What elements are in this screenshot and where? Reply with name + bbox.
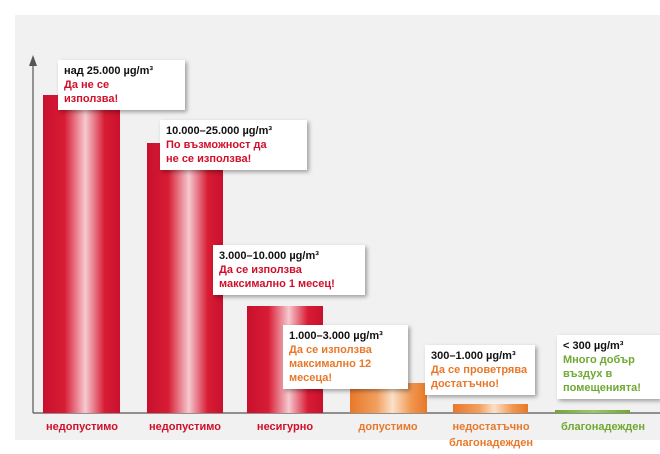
category: недостатъчно — [452, 421, 530, 433]
note: използва! — [64, 93, 119, 105]
bar — [43, 95, 120, 413]
bar — [453, 404, 528, 413]
note: достатъчно! — [431, 378, 499, 390]
range: над 25.000 µg/m³ — [64, 65, 154, 77]
range: 10.000–25.000 µg/m³ — [166, 125, 273, 137]
note: Много добър — [563, 354, 635, 366]
note: не се използва! — [166, 153, 252, 165]
category: несигурно — [256, 421, 314, 433]
category: допустимо — [358, 421, 418, 433]
category-label: недопустимо — [27, 419, 137, 435]
category-label: недостатъчно благонадежден — [436, 419, 546, 451]
note: Да се използва — [289, 344, 372, 356]
category-label: благонадежден — [548, 419, 658, 435]
category: благонадежден — [560, 421, 646, 433]
note: максимално 12 — [289, 358, 372, 370]
label-box: < 300 µg/m³ Много добър въздух в помещен… — [557, 335, 660, 399]
note: Да се проветрява — [431, 364, 528, 376]
category-label: несигурно — [230, 419, 340, 435]
axis-arrow — [29, 55, 37, 66]
note: помещенията! — [563, 382, 641, 394]
bar — [147, 143, 223, 413]
category: недопустимо — [149, 421, 221, 433]
label-box: 300–1.000 µg/m³ Да се проветрява достатъ… — [425, 345, 535, 395]
note: максимално 1 месец! — [219, 278, 335, 290]
range: 1.000–3.000 µg/m³ — [289, 330, 383, 342]
note: По възможност да — [166, 139, 267, 151]
range: 3.000–10.000 µg/m³ — [219, 250, 319, 262]
note: Да не се — [64, 79, 110, 91]
category: недопустимо — [46, 421, 118, 433]
range: < 300 µg/m³ — [563, 340, 624, 352]
range: 300–1.000 µg/m³ — [431, 350, 516, 362]
note: въздух в — [563, 368, 613, 380]
label-box: над 25.000 µg/m³ Да не се използва! — [58, 60, 185, 110]
category-label: допустимо — [333, 419, 443, 435]
category-label: недопустимо — [130, 419, 240, 435]
label-box: 10.000–25.000 µg/m³ По възможност да не … — [160, 120, 307, 170]
note: месеца! — [289, 372, 333, 384]
label-box: 1.000–3.000 µg/m³ Да се използва максима… — [283, 325, 408, 389]
bar — [555, 410, 630, 413]
note: Да се използва — [219, 264, 302, 276]
label-box: 3.000–10.000 µg/m³ Да се използва максим… — [213, 245, 365, 295]
category: благонадежден — [448, 437, 534, 449]
